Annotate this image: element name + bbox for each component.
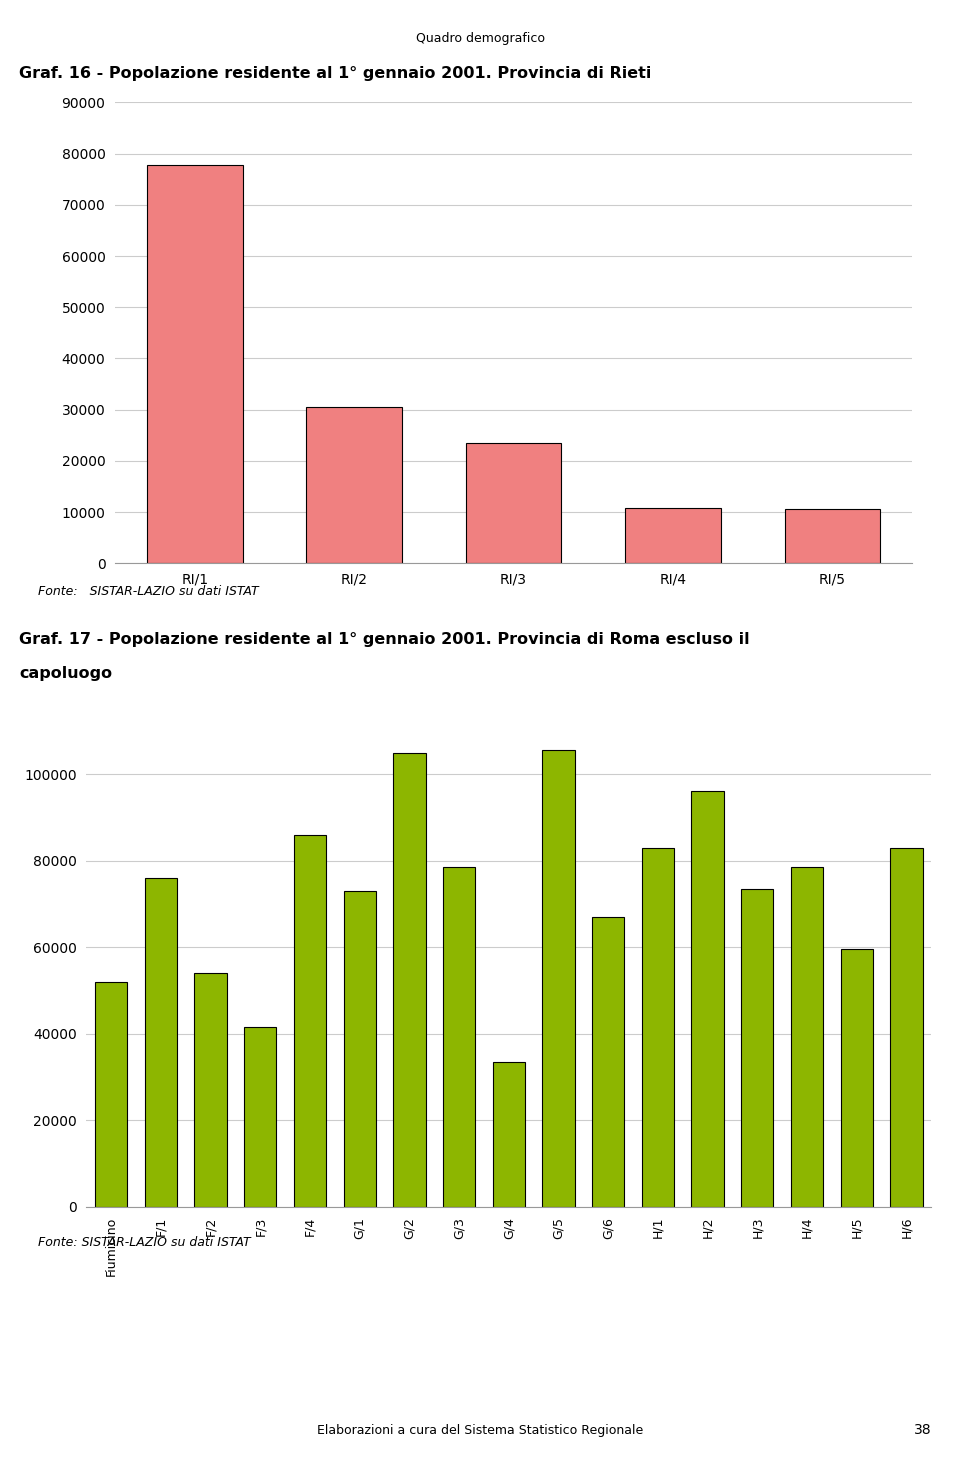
Bar bbox=[443, 868, 475, 1207]
Bar bbox=[641, 847, 674, 1207]
Text: Graf. 16 - Popolazione residente al 1° gennaio 2001. Provincia di Rieti: Graf. 16 - Popolazione residente al 1° g… bbox=[19, 66, 652, 80]
Text: Quadro demografico: Quadro demografico bbox=[416, 32, 544, 45]
Bar bbox=[394, 752, 425, 1207]
Bar bbox=[306, 407, 402, 563]
Bar bbox=[466, 443, 562, 563]
Bar bbox=[147, 165, 243, 563]
Text: capoluogo: capoluogo bbox=[19, 666, 112, 680]
Text: Graf. 17 - Popolazione residente al 1° gennaio 2001. Provincia di Roma escluso i: Graf. 17 - Popolazione residente al 1° g… bbox=[19, 632, 750, 647]
Bar bbox=[592, 917, 624, 1207]
Bar bbox=[492, 1062, 525, 1207]
Bar bbox=[145, 878, 177, 1207]
Bar bbox=[625, 508, 721, 563]
Bar bbox=[691, 791, 724, 1207]
Bar bbox=[890, 847, 923, 1207]
Bar bbox=[195, 973, 227, 1207]
Bar bbox=[95, 982, 128, 1207]
Text: Fonte: SISTAR-LAZIO su dati ISTAT: Fonte: SISTAR-LAZIO su dati ISTAT bbox=[38, 1236, 251, 1249]
Text: 38: 38 bbox=[914, 1422, 931, 1437]
Bar bbox=[542, 751, 575, 1207]
Bar bbox=[784, 509, 880, 563]
Bar bbox=[841, 949, 873, 1207]
Bar bbox=[344, 891, 376, 1207]
Text: Elaborazioni a cura del Sistema Statistico Regionale: Elaborazioni a cura del Sistema Statisti… bbox=[317, 1423, 643, 1437]
Text: Fonte:   SISTAR-LAZIO su dati ISTAT: Fonte: SISTAR-LAZIO su dati ISTAT bbox=[38, 585, 259, 598]
Bar bbox=[791, 868, 823, 1207]
Bar bbox=[741, 890, 774, 1207]
Bar bbox=[294, 835, 326, 1207]
Bar bbox=[244, 1027, 276, 1207]
